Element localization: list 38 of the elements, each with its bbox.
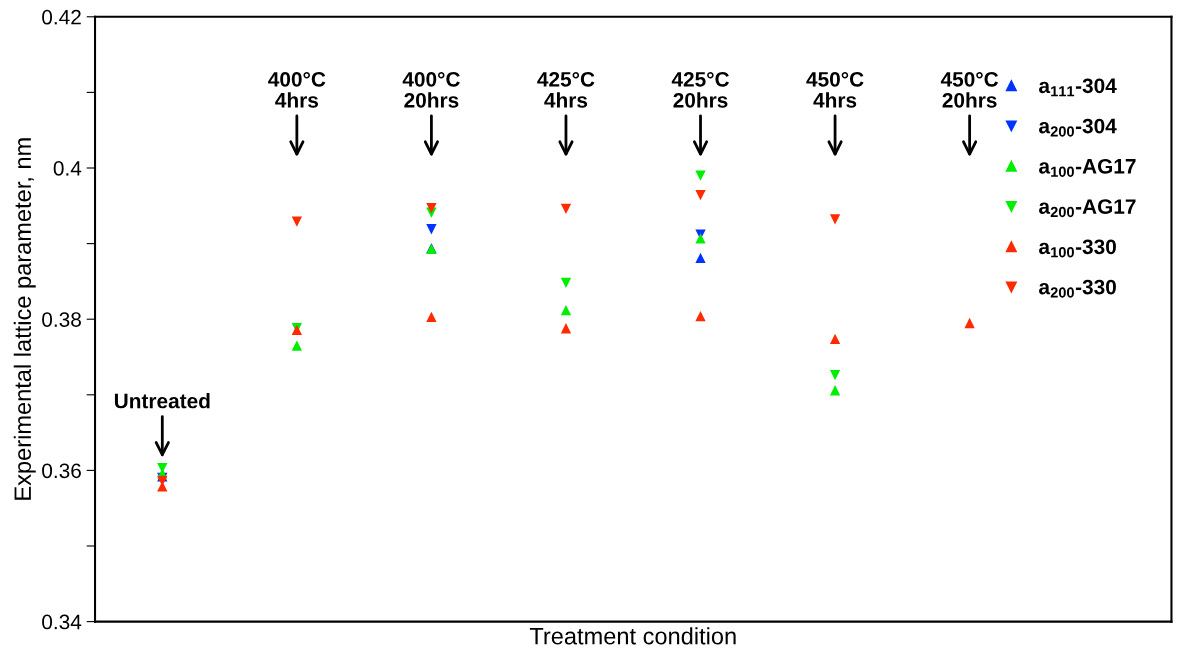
y-tick-label: 0.34 xyxy=(42,614,82,630)
point xyxy=(560,323,572,334)
y-tick-label: 0.38 xyxy=(42,312,81,327)
y-tick-label: 0.4 xyxy=(53,161,82,176)
point xyxy=(829,333,841,345)
legend-label: a$_{200}$-330 xyxy=(1039,279,1116,298)
point xyxy=(695,170,706,181)
y-tick-label: 0.42 xyxy=(42,9,81,25)
legend-label: a$_{111}$-304 xyxy=(1039,78,1117,97)
point xyxy=(695,311,706,322)
legend-label: a$_{200}$-304 xyxy=(1039,118,1117,137)
point xyxy=(426,224,437,235)
point xyxy=(695,190,706,201)
point xyxy=(695,252,706,264)
legend-label: a$_{200}$-AG17 xyxy=(1039,199,1136,218)
legend-label: a$_{100}$-330 xyxy=(1039,239,1116,258)
annotation: 425°C 20hrs xyxy=(671,71,730,108)
y-tick-label: 0.36 xyxy=(42,463,81,479)
point xyxy=(829,214,841,225)
point xyxy=(829,385,841,396)
point xyxy=(829,369,841,381)
point xyxy=(964,317,975,329)
annotation: 450°C 4hrs xyxy=(806,71,864,108)
legend-label: a$_{100}$-AG17 xyxy=(1039,158,1136,177)
point xyxy=(560,304,572,316)
point xyxy=(291,340,303,351)
point xyxy=(426,311,437,323)
annotation: 450°C 20hrs xyxy=(940,71,999,108)
annotation: 400°C 20hrs xyxy=(402,71,460,108)
y-axis-title: Experimental lattice parameter, nm xyxy=(13,138,36,500)
point xyxy=(560,203,572,214)
point xyxy=(560,277,572,289)
annotation: 400°C 4hrs xyxy=(268,71,326,108)
x-axis-title: Treatment condition xyxy=(529,627,736,645)
point xyxy=(695,233,706,244)
point xyxy=(426,202,437,214)
annotation: Untreated xyxy=(114,393,210,409)
annotation: 425°C 4hrs xyxy=(537,71,595,108)
